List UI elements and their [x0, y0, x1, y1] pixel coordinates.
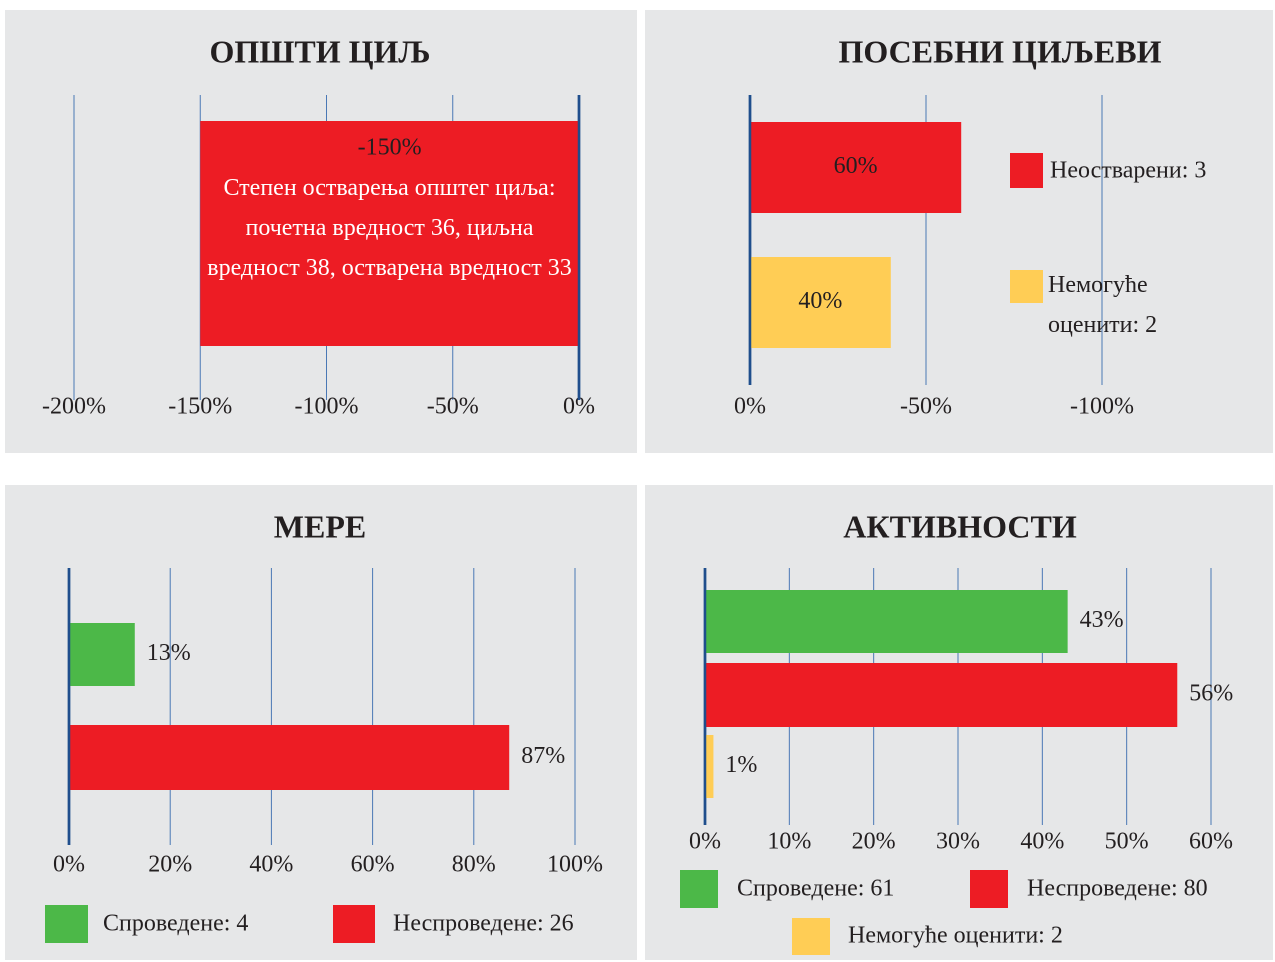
x-tick-label: -100% [1070, 394, 1134, 420]
legend-label: Немогуће оценити: 2 [848, 923, 1063, 949]
x-tick-label: 10% [767, 829, 811, 855]
bar [200, 121, 579, 346]
x-tick-label: 20% [148, 852, 192, 878]
x-tick-label: 40% [249, 852, 293, 878]
value-label: 56% [1189, 681, 1233, 707]
x-tick-label: 40% [1020, 829, 1064, 855]
x-tick-label: -200% [42, 394, 106, 420]
legend-swatch [333, 905, 375, 943]
x-tick-label: 60% [351, 852, 395, 878]
value-label: 43% [1080, 607, 1124, 633]
x-tick-label: -50% [427, 394, 479, 420]
chart-title: ОПШТИ ЦИЉ [209, 33, 430, 69]
legend-swatch [1010, 270, 1043, 303]
chart-title: АКТИВНОСТИ [843, 508, 1077, 544]
bar [705, 735, 714, 798]
legend-swatch [1010, 153, 1043, 188]
value-label: 87% [521, 743, 565, 769]
legend-swatch [792, 918, 830, 955]
x-tick-label: -100% [295, 394, 359, 420]
panel [5, 485, 637, 960]
legend-label-box: Немогуће оценити: 2 [1048, 272, 1158, 338]
x-tick-label: 50% [1105, 829, 1149, 855]
value-label: 13% [147, 640, 191, 666]
x-tick-label: 60% [1189, 829, 1233, 855]
bar [69, 623, 135, 686]
legend-label: Спроведене: 61 [737, 876, 894, 902]
value-label: -150% [358, 135, 422, 161]
value-label: 40% [798, 288, 842, 314]
value-label: 1% [725, 752, 757, 778]
legend-swatch [970, 870, 1008, 908]
bar [705, 663, 1178, 727]
bar [750, 122, 962, 213]
x-tick-label: 30% [936, 829, 980, 855]
legend-label: Неспроведене: 80 [1027, 876, 1208, 902]
x-tick-label: 0% [734, 394, 766, 420]
bar [750, 257, 891, 348]
panel [645, 10, 1273, 453]
x-tick-label: 100% [547, 852, 603, 878]
legend-label: Неостварени: 3 [1050, 158, 1206, 184]
legend-swatch [45, 905, 88, 943]
x-tick-label: -150% [168, 394, 232, 420]
chart-title: ПОСЕБНИ ЦИЉЕВИ [838, 33, 1161, 69]
legend-swatch [680, 870, 718, 908]
x-tick-label: 0% [53, 852, 85, 878]
legend-label: Спроведене: 4 [103, 911, 248, 937]
annotation-box: Степен остварења општег циља: почетна вр… [207, 175, 572, 281]
value-label: 60% [834, 153, 878, 179]
bar [69, 725, 510, 790]
legend-label: Немогуће оценити: 2 [1048, 272, 1158, 338]
annotation: Степен остварења општег циља: почетна вр… [207, 175, 572, 281]
bar [705, 590, 1068, 653]
x-tick-label: 80% [452, 852, 496, 878]
chart-title: МЕРЕ [274, 508, 366, 544]
legend-label: Неспроведене: 26 [393, 911, 574, 937]
x-tick-label: 0% [689, 829, 721, 855]
x-tick-label: -50% [900, 394, 952, 420]
x-tick-label: 20% [852, 829, 896, 855]
